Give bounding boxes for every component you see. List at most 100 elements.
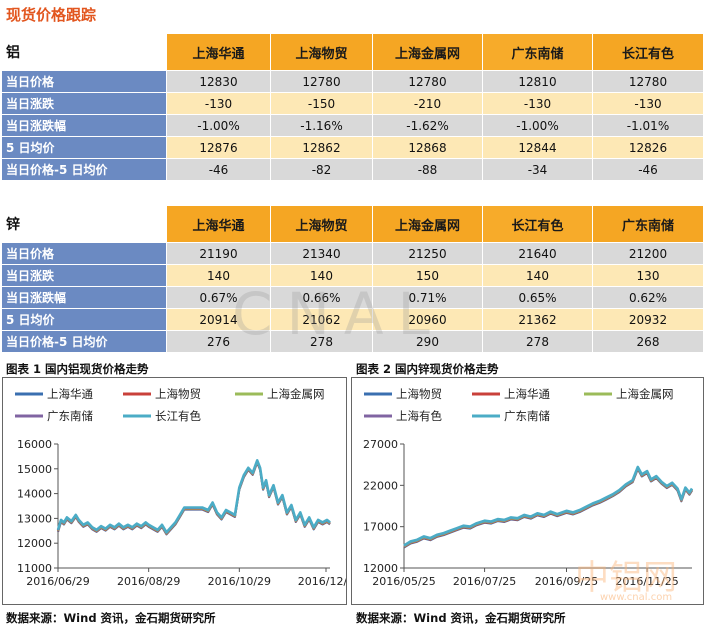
table-cell: -130 [483, 93, 593, 115]
table-cell: 20932 [593, 309, 704, 331]
legend-label: 上海金属网 [267, 387, 325, 401]
x-tick-label: 2016/08/29 [117, 575, 180, 588]
row-label: 当日涨跌幅 [2, 115, 167, 137]
table-cell: -46 [167, 159, 271, 181]
x-tick-label: 2016/05/25 [372, 575, 435, 588]
table-cell: 0.66% [271, 287, 373, 309]
table-cell: -1.16% [271, 115, 373, 137]
x-tick-label: 2016/07/25 [453, 575, 516, 588]
y-tick-label: 27000 [363, 438, 398, 451]
x-tick-label: 2016/12/2 [298, 575, 346, 588]
series-line [56, 461, 331, 536]
zinc-chart-frame: 上海物贸 上海华通 上海金属网 上海有色 广东南储 12000 17000 22000 2700… [351, 377, 704, 605]
row-label: 当日价格-5 日均价 [2, 159, 167, 181]
series-line [403, 465, 694, 547]
table-cell: 21640 [483, 243, 593, 265]
legend-label: 上海有色 [396, 409, 442, 423]
table-cell: -1.01% [593, 115, 704, 137]
chart-2-source: 数据来源：Wind 资讯，金石期货研究所 [356, 611, 566, 625]
table-cell: 0.67% [167, 287, 271, 309]
y-tick-label: 14000 [17, 488, 52, 501]
table-cell: 12780 [271, 71, 373, 93]
table-cell: 12844 [483, 137, 593, 159]
aluminum-price-table: 铝 上海华通 上海物贸 上海金属网 广东南储 长江有色 当日价格 12830 127… [2, 34, 704, 181]
table-cell: 20960 [373, 309, 483, 331]
x-tick-label: 2016/09/25 [535, 575, 598, 588]
y-tick-label: 11000 [17, 562, 52, 575]
table-cell: 130 [593, 265, 704, 287]
table-cell: 268 [593, 331, 704, 353]
zinc-table-corner: 锌 [2, 206, 167, 243]
row-label: 当日涨跌 [2, 93, 167, 115]
table-row: 当日涨跌 -130 -150 -210 -130 -130 [2, 93, 704, 115]
column-header: 上海华通 [167, 206, 271, 243]
zinc-price-table: 锌 上海华通 上海物贸 上海金属网 长江有色 广东南储 当日价格 21190 213… [2, 206, 704, 353]
table-cell: -210 [373, 93, 483, 115]
column-header: 长江有色 [483, 206, 593, 243]
series-line [56, 459, 331, 534]
table-cell: 21362 [483, 309, 593, 331]
table-cell: 12862 [271, 137, 373, 159]
aluminum-table-corner: 铝 [2, 34, 167, 71]
table-cell: -150 [271, 93, 373, 115]
chart-2-caption: 图表 2 国内锌现货价格走势 [356, 362, 499, 376]
row-label: 当日价格 [2, 71, 167, 93]
table-cell: -88 [373, 159, 483, 181]
column-header: 上海华通 [167, 34, 271, 71]
row-label: 当日价格 [2, 243, 167, 265]
y-tick-label: 12000 [363, 562, 398, 575]
table-cell: 278 [483, 331, 593, 353]
column-header: 长江有色 [593, 34, 704, 71]
table-cell: 0.65% [483, 287, 593, 309]
series-line [403, 467, 693, 548]
legend-label: 上海华通 [504, 387, 550, 401]
table-row: 当日价格-5 日均价 276 278 290 278 268 [2, 331, 704, 353]
table-cell: -1.00% [167, 115, 271, 137]
aluminum-chart-frame: 上海华通 上海物贸 上海金属网 广东南储 长江有色 11000 12000 13000 1400… [2, 377, 354, 605]
row-label: 5 日均价 [2, 137, 167, 159]
column-header: 上海金属网 [373, 34, 483, 71]
table-cell: -34 [483, 159, 593, 181]
y-tick-label: 15000 [17, 463, 52, 476]
table-row: 当日涨跌 140 140 150 140 130 [2, 265, 704, 287]
table-cell: 140 [167, 265, 271, 287]
table-cell: 21062 [271, 309, 373, 331]
legend-label: 上海金属网 [616, 387, 674, 401]
column-header: 上海金属网 [373, 206, 483, 243]
table-cell: 140 [271, 265, 373, 287]
legend-label: 广东南储 [47, 409, 93, 423]
table-row: 5 日均价 20914 21062 20960 21362 20932 [2, 309, 704, 331]
table-cell: 12876 [167, 137, 271, 159]
table-cell: 12810 [483, 71, 593, 93]
watermark-site: 中铝网 [575, 558, 677, 598]
table-cell: 276 [167, 331, 271, 353]
watermark-url: www.cnal.com [600, 592, 673, 603]
table-row: 当日价格 21190 21340 21250 21640 21200 [2, 243, 704, 265]
table-cell: 21250 [373, 243, 483, 265]
series-line [56, 460, 331, 535]
column-header: 上海物贸 [271, 206, 373, 243]
table-cell: 150 [373, 265, 483, 287]
column-header: 广东南储 [593, 206, 704, 243]
table-cell: 21190 [167, 243, 271, 265]
table-cell: -1.62% [373, 115, 483, 137]
legend-label: 长江有色 [155, 409, 201, 423]
table-row: 5 日均价 12876 12862 12868 12844 12826 [2, 137, 704, 159]
column-header: 广东南储 [483, 34, 593, 71]
y-tick-label: 12000 [17, 537, 52, 550]
table-cell: -130 [593, 93, 704, 115]
table-cell: 0.71% [373, 287, 483, 309]
table-cell: 278 [271, 331, 373, 353]
y-tick-label: 16000 [17, 438, 52, 451]
series-line [56, 460, 331, 535]
chart-1-caption: 图表 1 国内铝现货价格走势 [6, 362, 149, 376]
table-cell: 12826 [593, 137, 704, 159]
table-row: 当日涨跌幅 -1.00% -1.16% -1.62% -1.00% -1.01% [2, 115, 704, 137]
table-cell: 21340 [271, 243, 373, 265]
table-cell: -82 [271, 159, 373, 181]
table-cell: -130 [167, 93, 271, 115]
legend-label: 上海物贸 [396, 387, 442, 401]
row-label: 5 日均价 [2, 309, 167, 331]
